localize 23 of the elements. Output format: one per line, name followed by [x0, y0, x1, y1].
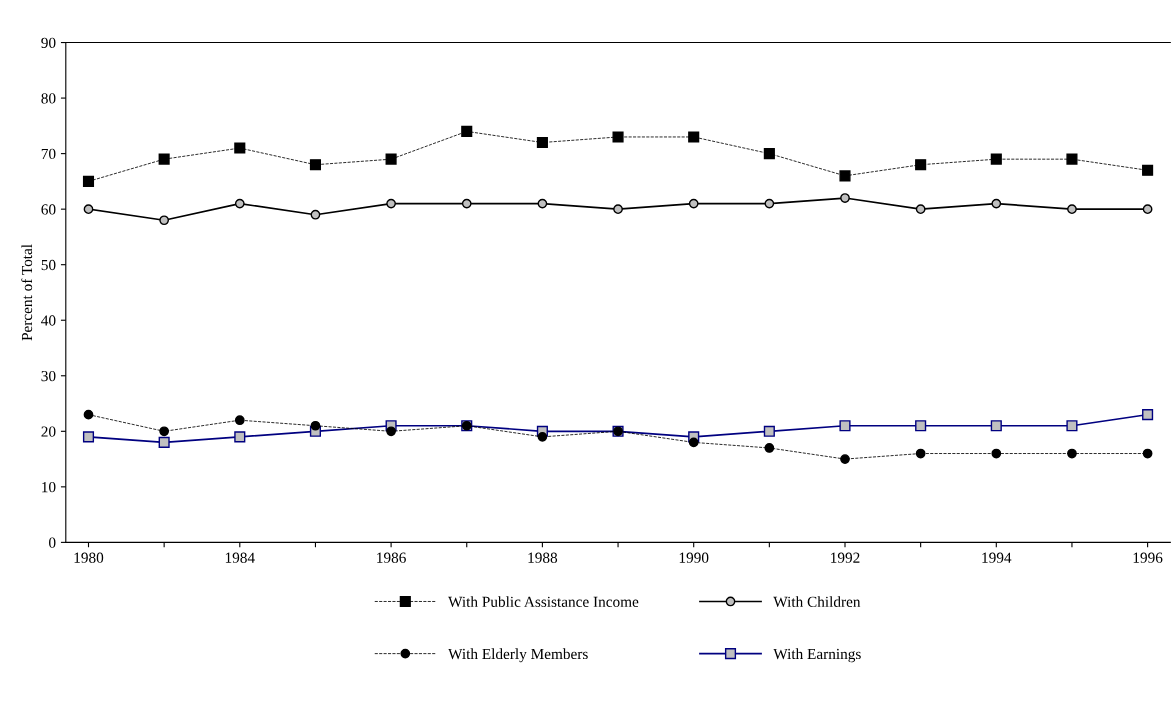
y-axis-title: Percent of Total — [21, 244, 33, 341]
x-tick-label: 1994 — [982, 552, 1012, 563]
x-tick-label: 1986 — [377, 552, 406, 563]
legend-label: With Earnings — [773, 648, 861, 663]
y-tick-label: 10 — [42, 481, 56, 493]
y-tick-label: 0 — [49, 537, 56, 548]
x-tick-label: 1980 — [74, 552, 104, 563]
x-tick-label: 1984 — [225, 552, 255, 563]
x-tick-label: 1996 — [1133, 552, 1163, 563]
y-tick-label: 80 — [41, 93, 56, 104]
y-tick-label: 30 — [41, 370, 56, 382]
y-tick-label: 70 — [41, 148, 56, 160]
legend-label: With Public Assistance Income — [448, 596, 639, 608]
legend-label: With Elderly Members — [448, 648, 588, 663]
x-tick-label: 1988 — [528, 552, 558, 563]
x-tick-label: 1990 — [679, 552, 709, 563]
y-tick-label: 20 — [41, 426, 56, 437]
x-tick-label: 1992 — [831, 552, 860, 563]
legend-label: With Children — [773, 596, 861, 608]
y-tick-label: 90 — [41, 37, 56, 48]
y-tick-label: 60 — [41, 204, 56, 215]
y-tick-label: 50 — [41, 259, 56, 271]
y-tick-label: 40 — [41, 315, 56, 326]
